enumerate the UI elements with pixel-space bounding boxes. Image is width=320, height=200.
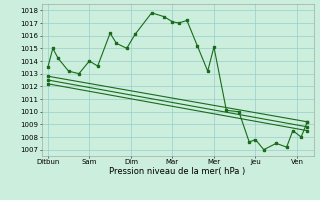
X-axis label: Pression niveau de la mer( hPa ): Pression niveau de la mer( hPa ): [109, 167, 246, 176]
